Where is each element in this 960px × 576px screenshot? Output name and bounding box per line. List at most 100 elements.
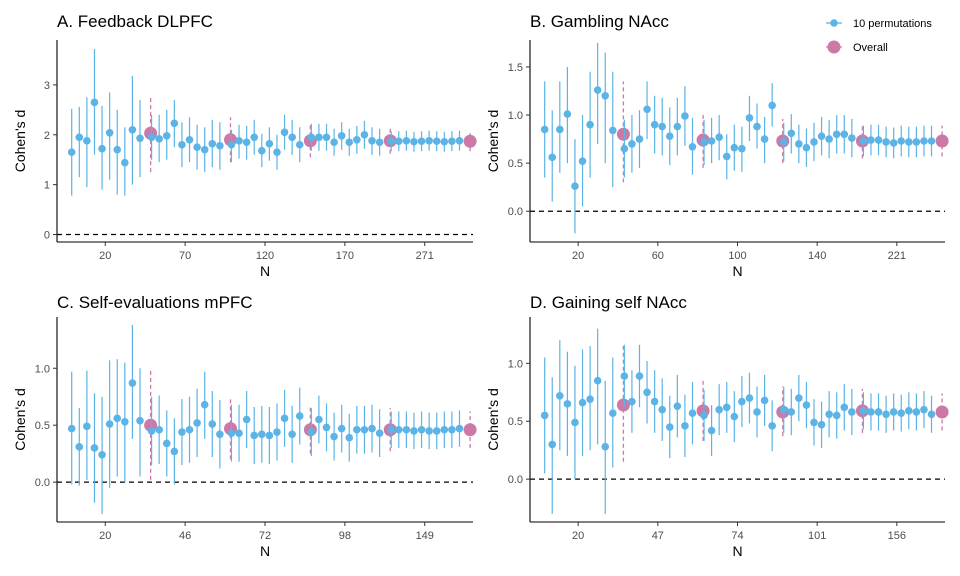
permutation-point [912, 408, 921, 416]
y-tick-label: 1.5 [508, 62, 523, 74]
y-tick-label: 1 [44, 180, 50, 192]
permutation-point [817, 132, 826, 140]
group-20: 20 [67, 48, 158, 262]
permutation-point [345, 433, 354, 442]
permutation-point [825, 135, 833, 143]
permutation-point [859, 407, 868, 415]
permutation-point [307, 133, 316, 142]
permutation-point [700, 138, 708, 146]
permutation-point [665, 132, 674, 140]
permutation-point [700, 411, 708, 420]
permutation-point [810, 138, 818, 146]
permutation-point [905, 407, 913, 415]
permutation-point [681, 112, 689, 120]
permutation-point [258, 146, 266, 155]
permutation-point [540, 125, 549, 134]
x-tick-label: 20 [572, 250, 584, 262]
y-tick-label: 1.0 [508, 358, 523, 370]
x-tick-label: 74 [731, 530, 743, 542]
permutation-point [200, 145, 209, 154]
panel-title: D. Gaining self NAcc [530, 293, 687, 312]
permutation-point [571, 182, 579, 191]
permutation-point [802, 401, 811, 409]
permutation-point [548, 153, 557, 162]
permutation-point [242, 415, 251, 424]
permutation-point [387, 425, 395, 434]
permutation-point [337, 131, 346, 140]
permutation-point [432, 427, 441, 435]
panel-title: B. Gambling NAcc [530, 12, 669, 31]
y-tick-label: 0.5 [35, 420, 50, 432]
y-axis-label: Cohen's d [12, 110, 28, 173]
permutation-point [571, 418, 579, 427]
y-axis-label: Cohen's d [12, 388, 28, 451]
permutation-point [635, 135, 644, 143]
overall-point [616, 127, 630, 141]
permutation-point [889, 408, 898, 416]
x-tick-label: 60 [652, 250, 664, 262]
group-101: 101 [779, 374, 869, 542]
permutation-point [722, 152, 731, 161]
permutation-point [242, 138, 251, 147]
permutation-point [848, 408, 856, 416]
permutation-point [848, 134, 856, 142]
permutation-point [609, 409, 617, 417]
legend-key-point [830, 19, 838, 27]
group-60: 60 [620, 81, 710, 262]
permutation-point [753, 122, 761, 131]
permutation-point [889, 139, 898, 147]
permutation-point [548, 440, 557, 449]
legend-label: Overall [853, 42, 888, 54]
permutation-point [417, 425, 426, 434]
permutation-point [280, 414, 289, 423]
permutation-point [681, 422, 689, 430]
permutation-point [121, 158, 129, 167]
permutation-point [216, 430, 224, 439]
y-tick-label: 1.0 [35, 363, 50, 375]
group-120: 120 [227, 114, 317, 262]
permutation-point [280, 128, 289, 137]
x-axis-label: N [732, 543, 742, 559]
permutation-point [897, 409, 906, 417]
permutation-point [170, 119, 179, 128]
panel-title: C. Self-evaluations mPFC [57, 293, 253, 312]
permutation-point [75, 133, 84, 142]
permutation-point [216, 141, 224, 150]
x-tick-label: 98 [339, 530, 351, 542]
legend: 10 permutations Overall [826, 18, 932, 54]
permutation-point [273, 428, 281, 436]
y-tick-label: 0.5 [508, 158, 523, 170]
permutation-point [715, 405, 723, 414]
permutation-point [273, 148, 281, 157]
permutation-point [635, 372, 644, 380]
permutation-point [368, 136, 376, 145]
permutation-point [609, 126, 617, 135]
permutation-point [185, 425, 194, 434]
permutation-point [882, 138, 890, 146]
permutation-point [707, 137, 716, 145]
permutation-point [322, 423, 331, 432]
permutation-point [620, 372, 629, 380]
permutation-point [315, 133, 323, 142]
permutation-point [67, 148, 76, 157]
permutation-point [368, 424, 376, 433]
permutation-point [90, 98, 99, 107]
y-tick-label: 1.0 [508, 110, 523, 122]
permutation-point [98, 144, 106, 153]
x-axis-label: N [260, 543, 270, 559]
permutation-point [295, 140, 304, 149]
x-tick-label: 20 [99, 250, 111, 262]
x-tick-label: 140 [808, 250, 826, 262]
permutation-point [882, 410, 890, 419]
permutation-point [688, 142, 697, 151]
x-tick-label: 170 [336, 250, 354, 262]
group-149: 149 [387, 410, 477, 542]
permutation-point [707, 426, 716, 435]
overall-point [616, 398, 630, 412]
permutation-point [586, 395, 594, 404]
permutation-point [440, 137, 449, 146]
permutation-point [208, 139, 217, 148]
permutation-point [193, 419, 201, 427]
permutation-point [810, 418, 818, 427]
permutation-point [250, 431, 259, 440]
